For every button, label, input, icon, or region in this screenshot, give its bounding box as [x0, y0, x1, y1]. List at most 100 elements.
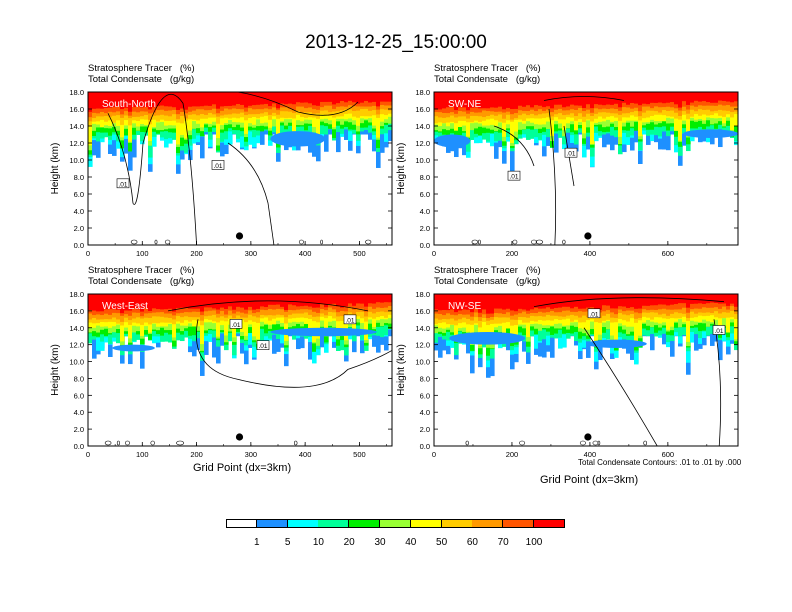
field-cell [324, 92, 329, 102]
panel-title-line1: Stratosphere Tracer (%) [88, 265, 195, 276]
field-cell [212, 294, 217, 309]
plot-area: .01 .01 [88, 92, 392, 245]
field-cell [296, 92, 301, 103]
field-cell [526, 92, 531, 106]
field-cell [108, 92, 113, 108]
x-tick-label: 100 [136, 450, 149, 459]
field-cell [236, 294, 241, 307]
condensate-contour [196, 319, 392, 388]
field-cell [300, 92, 305, 103]
field-cell [160, 294, 165, 310]
ground-contour [592, 440, 599, 446]
y-tick-label: 8.0 [74, 374, 84, 383]
field-cell [650, 294, 655, 306]
y-tick-label: 8.0 [74, 173, 84, 182]
field-cell [168, 294, 173, 309]
field-cell [578, 294, 583, 309]
field-cell [312, 294, 317, 308]
field-cell [136, 294, 141, 310]
field-cell [634, 294, 639, 309]
field-cell [360, 294, 365, 304]
field-cell [348, 92, 353, 101]
panel-label: SW-NE [448, 99, 481, 110]
field-cell [554, 294, 559, 308]
field-cell [144, 294, 149, 309]
field-cell [518, 294, 523, 309]
legend-swatch [287, 519, 319, 528]
y-axis-label: Height (km) [50, 344, 61, 396]
y-tick-label: 2.0 [74, 224, 84, 233]
legend-label: 1 [254, 537, 260, 548]
field-cell [546, 92, 551, 107]
field-cell [694, 294, 699, 304]
location-marker [584, 433, 592, 441]
tracer-blob [449, 332, 526, 345]
field-cell [614, 294, 619, 309]
y-tick-label: 16.0 [69, 105, 84, 114]
y-tick-label: 6.0 [420, 391, 430, 400]
field-cell [164, 294, 169, 310]
field-cell [188, 92, 193, 107]
contour-label: .01 [258, 343, 267, 350]
field-cell [618, 294, 623, 307]
contour-label: .01 [345, 317, 354, 324]
field-cell [722, 294, 727, 304]
field-cell [634, 92, 639, 104]
field-cell [486, 92, 491, 109]
legend-label: 30 [374, 537, 386, 548]
y-tick-label: 2.0 [420, 425, 430, 434]
field-cell [734, 294, 738, 307]
field-cell [478, 92, 483, 109]
field-cell [686, 294, 691, 308]
y-tick-label: 16.0 [69, 307, 84, 316]
panel-title-line2: Total Condensate (g/kg) [434, 74, 541, 85]
y-tick-label: 16.0 [415, 307, 430, 316]
field-cell [252, 294, 257, 310]
location-marker [235, 232, 244, 240]
panel-label: NW-SE [448, 301, 481, 312]
field-cell [92, 92, 97, 109]
field-cell [232, 92, 237, 106]
field-cell [240, 294, 245, 308]
field-cell [116, 92, 121, 107]
field-cell [248, 92, 253, 106]
ground-contour [130, 239, 138, 245]
panel-title-line2: Total Condensate (g/kg) [434, 276, 541, 287]
field-cell [204, 92, 209, 106]
field-cell [224, 92, 229, 107]
field-cell [260, 294, 265, 307]
field-cell [100, 92, 105, 109]
field-cell [670, 92, 675, 103]
y-tick-label: 2.0 [420, 224, 430, 233]
x-tick-label: 500 [353, 249, 366, 258]
field-cell [522, 92, 527, 107]
field-cell [124, 92, 129, 108]
field-cell [224, 294, 229, 310]
field-cell [196, 294, 201, 309]
field-cell [434, 92, 439, 110]
field-cell [438, 92, 443, 110]
field-cell [454, 92, 459, 111]
field-cell [280, 294, 285, 307]
x-tick-label: 600 [662, 249, 675, 258]
legend-swatch [226, 519, 257, 528]
plot-frame [87, 91, 393, 246]
panel-label: West-East [102, 301, 148, 312]
field-cell [626, 92, 631, 105]
field-cell [308, 294, 313, 307]
field-cell [638, 294, 643, 309]
field-cell [368, 294, 373, 304]
field-cell [542, 92, 547, 108]
legend-swatch [349, 519, 381, 528]
field-cell [328, 294, 333, 305]
field-cell [566, 294, 571, 307]
plot-area: .01 .01 [434, 92, 738, 245]
field-cell [594, 92, 599, 105]
field-cell [172, 294, 177, 312]
panel-title-line1: Stratosphere Tracer (%) [434, 265, 541, 276]
field-cell [662, 92, 667, 104]
field-cell [450, 294, 455, 310]
field-cell [702, 92, 707, 102]
field-cell [208, 294, 213, 308]
